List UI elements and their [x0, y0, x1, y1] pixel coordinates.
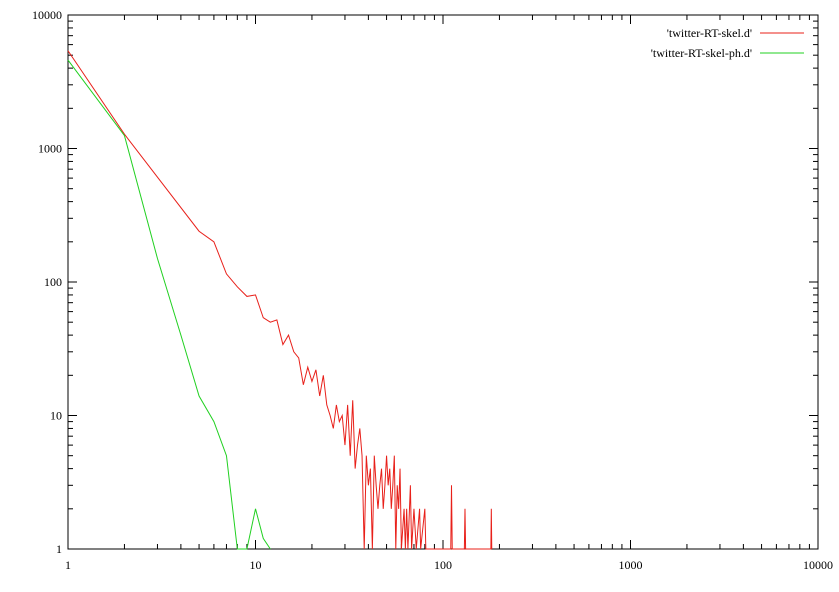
- plot-frame: [67, 14, 819, 550]
- x-tick-label: 1000: [619, 558, 643, 572]
- series-lines: [67, 50, 493, 550]
- y-tick-label: 1: [56, 542, 62, 556]
- y-tick-label: 100: [44, 275, 62, 289]
- x-tick-label: 1: [65, 558, 71, 572]
- x-tick-label: 10000: [803, 558, 833, 572]
- series-line-2: [67, 59, 271, 550]
- y-tick-label: 10: [50, 409, 62, 423]
- x-tick-label: 10: [250, 558, 262, 572]
- axis-tick-labels: 1 10 100 1000 10000 1 10 100 1000 10000: [32, 8, 833, 572]
- axis-ticks: [67, 15, 818, 550]
- x-tick-label: 100: [434, 558, 452, 572]
- y-tick-label: 1000: [38, 142, 62, 156]
- series-line-1: [67, 50, 493, 550]
- y-tick-label: 10000: [32, 8, 62, 22]
- legend-label-1: 'twitter-RT-skel.d': [667, 26, 752, 40]
- legend-label-2: 'twitter-RT-skel-ph.d': [651, 46, 752, 60]
- legend: 'twitter-RT-skel.d' 'twitter-RT-skel-ph.d…: [651, 26, 804, 60]
